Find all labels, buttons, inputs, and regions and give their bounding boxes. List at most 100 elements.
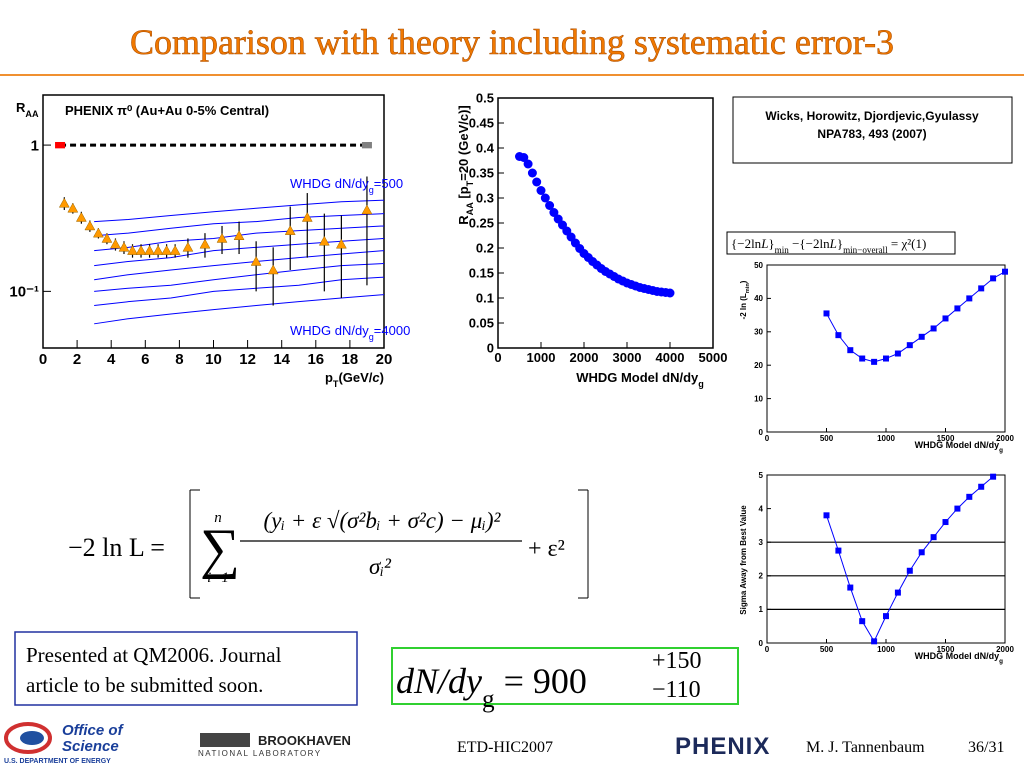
x-axis-label: pT(GeV/c) bbox=[325, 370, 384, 389]
label-part: min bbox=[745, 283, 751, 294]
data-point bbox=[942, 519, 949, 526]
y-tick-label: 0.1 bbox=[476, 291, 494, 306]
label-part: {−2ln bbox=[731, 236, 762, 251]
y-tick-label: 0.45 bbox=[469, 116, 494, 131]
data-point bbox=[127, 245, 138, 255]
data-point bbox=[135, 245, 147, 255]
doe-logo bbox=[20, 731, 44, 745]
label-part: =20 (GeV/c)] bbox=[456, 105, 471, 181]
data-point bbox=[199, 238, 211, 249]
data-point bbox=[835, 332, 842, 339]
theory-curve bbox=[94, 199, 385, 223]
note-box bbox=[14, 631, 358, 706]
theory-curve bbox=[94, 213, 385, 237]
data-point bbox=[823, 310, 830, 317]
curve-label: WHDG dN/dyg=4000 bbox=[290, 323, 410, 342]
note-line: Presented at QM2006. Journal bbox=[26, 643, 282, 667]
label-part: [p bbox=[456, 186, 471, 202]
label-part: c bbox=[372, 370, 380, 385]
label-part: L bbox=[760, 236, 768, 251]
label-part: =4000 bbox=[374, 323, 411, 338]
data-point bbox=[84, 220, 96, 231]
data-point bbox=[966, 493, 973, 500]
footer: Office of Science U.S. DEPARTMENT OF ENE… bbox=[4, 722, 1004, 765]
label-part: = χ²(1) bbox=[888, 236, 927, 251]
label-part: g bbox=[482, 686, 495, 713]
data-point bbox=[92, 227, 104, 238]
label-part: AA bbox=[465, 202, 475, 216]
x-tick-label: 5000 bbox=[699, 350, 728, 365]
equation-lower: i=1 bbox=[207, 570, 229, 586]
data-point bbox=[883, 355, 889, 362]
x-tick-label: 1000 bbox=[877, 645, 895, 654]
data-point bbox=[67, 202, 79, 213]
data-point bbox=[918, 549, 925, 556]
x-tick-label: 8 bbox=[175, 351, 183, 368]
curve-label: WHDG dN/dyg=500 bbox=[290, 176, 403, 195]
x-tick-label: 4000 bbox=[656, 350, 685, 365]
bnl-logo bbox=[200, 733, 250, 747]
y-tick-label: 0.35 bbox=[469, 166, 494, 181]
y-axis-label: -2 ln (Lmin) bbox=[739, 280, 751, 319]
label-part: g bbox=[698, 379, 704, 389]
data-point bbox=[930, 325, 937, 332]
data-point bbox=[161, 245, 173, 255]
label-part: −{−2ln bbox=[789, 236, 830, 251]
label-part: g bbox=[369, 332, 374, 342]
x-tick-label: 0 bbox=[494, 350, 501, 365]
series-line bbox=[826, 271, 1006, 363]
doe-logo bbox=[4, 722, 52, 754]
y-tick-label: 1 bbox=[759, 605, 764, 614]
label-part: = 900 bbox=[495, 661, 587, 701]
label-part: T bbox=[465, 180, 475, 186]
data-point bbox=[871, 638, 878, 645]
label-part: WHDG Model dN/dy bbox=[576, 370, 699, 385]
data-point bbox=[859, 618, 866, 625]
theory-curve bbox=[94, 225, 385, 252]
label-part: WHDG dN/dy bbox=[290, 176, 369, 191]
x-tick-label: 2000 bbox=[996, 645, 1014, 654]
x-tick-label: 500 bbox=[820, 645, 834, 654]
y-tick-label: 1 bbox=[31, 137, 39, 154]
x-tick-label: 18 bbox=[342, 351, 359, 368]
x-tick-label: 14 bbox=[273, 351, 290, 368]
data-point bbox=[101, 232, 113, 243]
plot-frame bbox=[497, 97, 714, 349]
data-point bbox=[549, 208, 559, 217]
x-axis-label: WHDG Model dN/dyg bbox=[915, 651, 1004, 665]
theory-curve bbox=[94, 294, 385, 325]
data-point bbox=[1002, 268, 1008, 275]
y-axis-label: RAA [pT=20 (GeV/c)] bbox=[456, 105, 475, 225]
y-tick-label: 5 bbox=[759, 471, 764, 480]
label-part: p bbox=[325, 370, 333, 385]
y-axis-label: RAA bbox=[16, 100, 39, 119]
data-point bbox=[894, 589, 901, 596]
result-plus: +150 bbox=[652, 648, 702, 674]
plot-frame bbox=[766, 264, 1006, 433]
data-point bbox=[665, 288, 675, 298]
result-minus: −110 bbox=[652, 677, 701, 703]
equation-tail: + ε² bbox=[528, 536, 565, 562]
data-point bbox=[233, 230, 245, 240]
data-point bbox=[954, 305, 961, 312]
x-tick-label: 2000 bbox=[570, 350, 599, 365]
data-point bbox=[942, 315, 949, 322]
data-point bbox=[250, 255, 262, 266]
data-point bbox=[540, 193, 550, 203]
x-tick-label: 2 bbox=[73, 351, 81, 368]
label-part: R bbox=[456, 215, 471, 225]
y-tick-label: 4 bbox=[759, 504, 764, 513]
label-part: g bbox=[999, 658, 1003, 665]
y-tick-label: 40 bbox=[754, 294, 763, 303]
label-part: ) bbox=[739, 280, 748, 283]
author: M. J. Tannenbaum bbox=[806, 739, 925, 756]
label-part: ) bbox=[380, 370, 384, 385]
y-tick-label: 0.15 bbox=[469, 266, 494, 281]
doe-label: U.S. DEPARTMENT OF ENERGY bbox=[4, 758, 111, 765]
label-part: Sigma Away from Best Value bbox=[739, 505, 748, 615]
chart-annotation: PHENIX π⁰ (Au+Au 0-5% Central) bbox=[65, 103, 269, 118]
page-number: 36/31 bbox=[968, 739, 1004, 756]
x-tick-label: 0 bbox=[765, 434, 770, 443]
data-point bbox=[267, 264, 279, 275]
y-tick-label: 0.25 bbox=[469, 216, 494, 231]
